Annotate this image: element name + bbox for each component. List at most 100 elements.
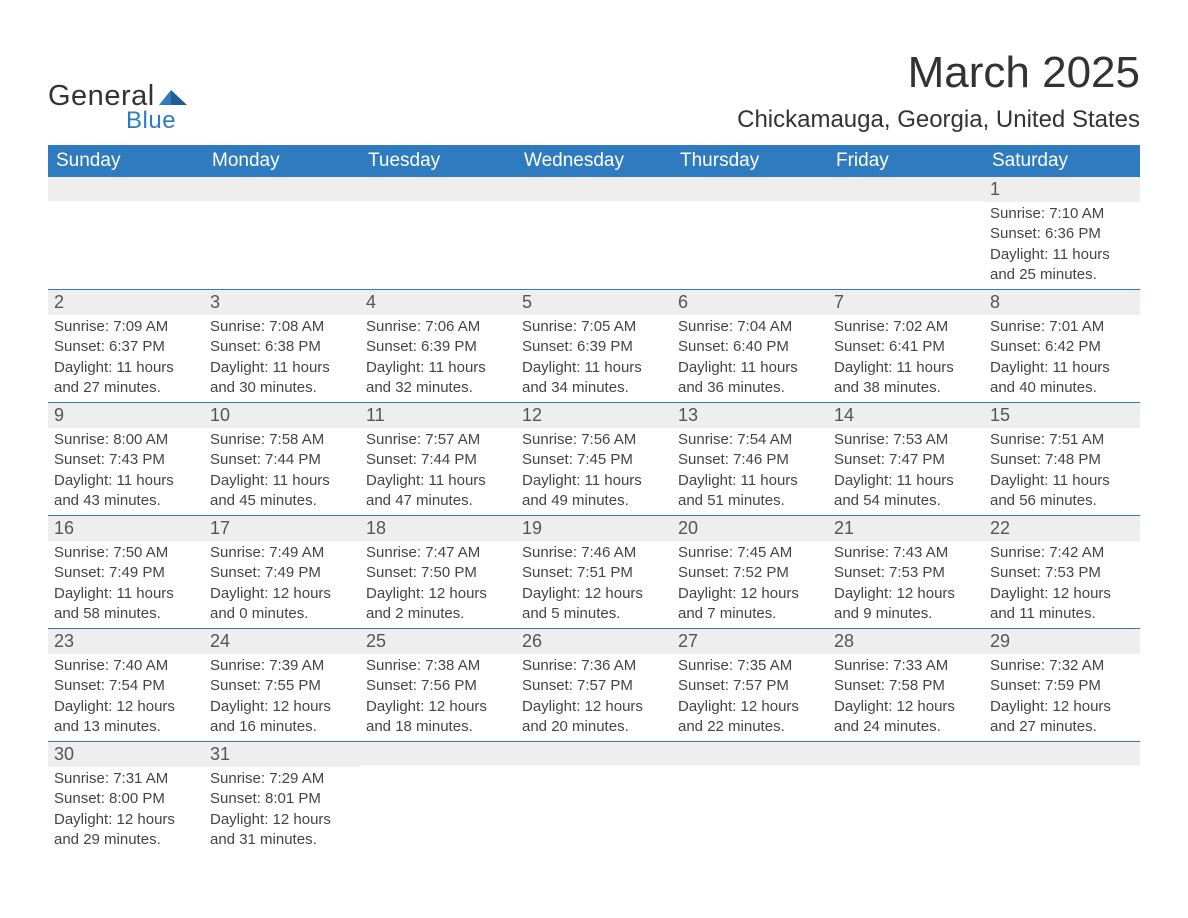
daylight-line: Daylight: 11 hours and 45 minutes.	[210, 471, 354, 512]
day-number: 22	[984, 515, 1140, 541]
day-number: 1	[984, 177, 1140, 202]
day-details: Sunrise: 7:02 AMSunset: 6:41 PMDaylight:…	[828, 315, 984, 402]
sunset-line: Sunset: 7:46 PM	[678, 450, 822, 470]
sunrise-line: Sunrise: 7:53 AM	[834, 430, 978, 450]
sunrise-line: Sunrise: 7:29 AM	[210, 769, 354, 789]
daylight-line: Daylight: 12 hours and 31 minutes.	[210, 810, 354, 851]
brand-mark-icon	[159, 87, 187, 105]
day-number: 27	[672, 628, 828, 654]
dayheader-sunday: Sunday	[48, 145, 204, 177]
sunrise-line: Sunrise: 7:10 AM	[990, 204, 1134, 224]
sunset-line: Sunset: 7:51 PM	[522, 563, 666, 583]
day-details: Sunrise: 7:08 AMSunset: 6:38 PMDaylight:…	[204, 315, 360, 402]
calendar-cell-empty	[360, 741, 516, 854]
day-details: Sunrise: 7:50 AMSunset: 7:49 PMDaylight:…	[48, 541, 204, 628]
location-subtitle: Chickamauga, Georgia, United States	[737, 106, 1140, 134]
day-number: 12	[516, 402, 672, 428]
calendar-cell-empty	[516, 741, 672, 854]
day-number	[360, 741, 516, 765]
dayheader-wednesday: Wednesday	[516, 145, 672, 177]
sunset-line: Sunset: 7:49 PM	[54, 563, 198, 583]
sunrise-line: Sunrise: 7:58 AM	[210, 430, 354, 450]
day-number: 4	[360, 289, 516, 315]
day-number: 14	[828, 402, 984, 428]
calendar-grid: Sunday Monday Tuesday Wednesday Thursday…	[48, 145, 1140, 854]
calendar-cell: 15Sunrise: 7:51 AMSunset: 7:48 PMDayligh…	[984, 402, 1140, 515]
sunset-line: Sunset: 7:55 PM	[210, 676, 354, 696]
sunrise-line: Sunrise: 7:31 AM	[54, 769, 198, 789]
sunrise-line: Sunrise: 7:06 AM	[366, 317, 510, 337]
day-number	[516, 741, 672, 765]
calendar-cell-empty	[984, 741, 1140, 854]
day-number: 17	[204, 515, 360, 541]
day-details: Sunrise: 7:32 AMSunset: 7:59 PMDaylight:…	[984, 654, 1140, 741]
daylight-line: Daylight: 11 hours and 47 minutes.	[366, 471, 510, 512]
sunset-line: Sunset: 7:56 PM	[366, 676, 510, 696]
sunrise-line: Sunrise: 7:33 AM	[834, 656, 978, 676]
calendar-cell: 12Sunrise: 7:56 AMSunset: 7:45 PMDayligh…	[516, 402, 672, 515]
sunrise-line: Sunrise: 7:51 AM	[990, 430, 1134, 450]
sunrise-line: Sunrise: 7:02 AM	[834, 317, 978, 337]
day-number	[204, 177, 360, 201]
calendar-cell: 3Sunrise: 7:08 AMSunset: 6:38 PMDaylight…	[204, 289, 360, 402]
calendar-week: 1Sunrise: 7:10 AMSunset: 6:36 PMDaylight…	[48, 177, 1140, 289]
day-number: 29	[984, 628, 1140, 654]
day-number: 26	[516, 628, 672, 654]
sunrise-line: Sunrise: 7:46 AM	[522, 543, 666, 563]
daylight-line: Daylight: 11 hours and 34 minutes.	[522, 358, 666, 399]
day-number: 7	[828, 289, 984, 315]
day-details: Sunrise: 7:57 AMSunset: 7:44 PMDaylight:…	[360, 428, 516, 515]
calendar-cell-empty	[48, 177, 204, 289]
calendar-cell: 13Sunrise: 7:54 AMSunset: 7:46 PMDayligh…	[672, 402, 828, 515]
day-number: 30	[48, 741, 204, 767]
daylight-line: Daylight: 11 hours and 58 minutes.	[54, 584, 198, 625]
sunset-line: Sunset: 7:44 PM	[366, 450, 510, 470]
day-number: 8	[984, 289, 1140, 315]
sunrise-line: Sunrise: 7:36 AM	[522, 656, 666, 676]
sunrise-line: Sunrise: 7:45 AM	[678, 543, 822, 563]
sunrise-line: Sunrise: 7:39 AM	[210, 656, 354, 676]
day-number: 2	[48, 289, 204, 315]
sunset-line: Sunset: 6:41 PM	[834, 337, 978, 357]
sunrise-line: Sunrise: 7:38 AM	[366, 656, 510, 676]
sunrise-line: Sunrise: 7:56 AM	[522, 430, 666, 450]
sunrise-line: Sunrise: 7:57 AM	[366, 430, 510, 450]
day-details: Sunrise: 7:43 AMSunset: 7:53 PMDaylight:…	[828, 541, 984, 628]
daylight-line: Daylight: 12 hours and 9 minutes.	[834, 584, 978, 625]
sunset-line: Sunset: 7:44 PM	[210, 450, 354, 470]
day-number: 24	[204, 628, 360, 654]
sunrise-line: Sunrise: 7:08 AM	[210, 317, 354, 337]
day-number: 15	[984, 402, 1140, 428]
day-details: Sunrise: 7:33 AMSunset: 7:58 PMDaylight:…	[828, 654, 984, 741]
day-details: Sunrise: 7:09 AMSunset: 6:37 PMDaylight:…	[48, 315, 204, 402]
calendar-cell-empty	[672, 177, 828, 289]
sunset-line: Sunset: 7:59 PM	[990, 676, 1134, 696]
day-details: Sunrise: 7:29 AMSunset: 8:01 PMDaylight:…	[204, 767, 360, 854]
daylight-line: Daylight: 11 hours and 38 minutes.	[834, 358, 978, 399]
calendar-cell: 14Sunrise: 7:53 AMSunset: 7:47 PMDayligh…	[828, 402, 984, 515]
daylight-line: Daylight: 12 hours and 18 minutes.	[366, 697, 510, 738]
sunset-line: Sunset: 7:57 PM	[522, 676, 666, 696]
daylight-line: Daylight: 12 hours and 0 minutes.	[210, 584, 354, 625]
day-number	[828, 177, 984, 201]
sunrise-line: Sunrise: 7:43 AM	[834, 543, 978, 563]
calendar-cell: 23Sunrise: 7:40 AMSunset: 7:54 PMDayligh…	[48, 628, 204, 741]
dayheader-friday: Friday	[828, 145, 984, 177]
calendar-cell: 2Sunrise: 7:09 AMSunset: 6:37 PMDaylight…	[48, 289, 204, 402]
calendar-cell-empty	[828, 741, 984, 854]
calendar-cell-empty	[672, 741, 828, 854]
day-details: Sunrise: 7:42 AMSunset: 7:53 PMDaylight:…	[984, 541, 1140, 628]
day-details: Sunrise: 7:06 AMSunset: 6:39 PMDaylight:…	[360, 315, 516, 402]
day-details: Sunrise: 7:45 AMSunset: 7:52 PMDaylight:…	[672, 541, 828, 628]
calendar-cell: 28Sunrise: 7:33 AMSunset: 7:58 PMDayligh…	[828, 628, 984, 741]
calendar-cell: 9Sunrise: 8:00 AMSunset: 7:43 PMDaylight…	[48, 402, 204, 515]
day-number: 6	[672, 289, 828, 315]
daylight-line: Daylight: 12 hours and 29 minutes.	[54, 810, 198, 851]
calendar-cell: 5Sunrise: 7:05 AMSunset: 6:39 PMDaylight…	[516, 289, 672, 402]
dayheader-monday: Monday	[204, 145, 360, 177]
calendar-cell: 11Sunrise: 7:57 AMSunset: 7:44 PMDayligh…	[360, 402, 516, 515]
calendar-cell: 17Sunrise: 7:49 AMSunset: 7:49 PMDayligh…	[204, 515, 360, 628]
sunset-line: Sunset: 7:58 PM	[834, 676, 978, 696]
sunrise-line: Sunrise: 7:54 AM	[678, 430, 822, 450]
sunset-line: Sunset: 6:39 PM	[522, 337, 666, 357]
